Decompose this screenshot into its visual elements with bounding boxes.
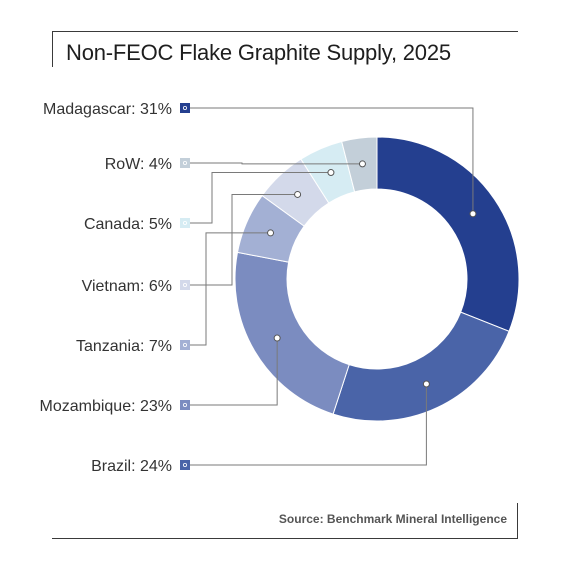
legend-marker-dot-madagascar [182, 106, 187, 111]
legend-marker-vietnam [180, 280, 190, 290]
leader-line-canada [190, 172, 331, 224]
leader-dot-madagascar [469, 210, 477, 218]
legend-marker-dot-row [182, 160, 187, 165]
data-label-row: RoW: 4% [105, 156, 172, 173]
leader-line-mozambique [190, 338, 278, 406]
leader-dot-vietnam [294, 190, 302, 198]
slice-brazil [332, 311, 510, 422]
legend-marker-row [180, 158, 190, 168]
leader-dot-row [358, 160, 366, 168]
legend-marker-brazil [180, 460, 190, 470]
data-label-madagascar: Madagascar: 31% [43, 101, 172, 118]
legend-marker-dot-brazil [182, 462, 187, 467]
data-label-tanzania: Tanzania: 7% [76, 338, 172, 355]
legend-marker-canada [180, 218, 190, 228]
chart-title: Non-FEOC Flake Graphite Supply, 2025 [66, 40, 451, 65]
leader-dot-mozambique [273, 334, 281, 342]
leader-dot-canada [327, 169, 335, 177]
frame-left-border [52, 31, 53, 67]
leader-line-row [190, 162, 363, 165]
data-label-brazil: Brazil: 24% [91, 458, 172, 475]
data-label-canada: Canada: 5% [84, 216, 172, 233]
legend-marker-mozambique [180, 400, 190, 410]
slice-mozambique [234, 251, 350, 415]
slice-madagascar [376, 136, 520, 332]
source-note: Source: Benchmark Mineral Intelligence [278, 512, 507, 526]
leader-line-madagascar [190, 107, 474, 214]
frame-bottom-border [52, 538, 518, 539]
frame-right-border [517, 503, 518, 539]
legend-marker-dot-canada [182, 220, 187, 225]
legend-marker-madagascar [180, 103, 190, 113]
leader-line-vietnam [190, 193, 298, 286]
data-label-mozambique: Mozambique: 23% [39, 398, 172, 415]
leader-line-tanzania [190, 232, 271, 346]
leader-dot-brazil [422, 380, 430, 388]
legend-marker-dot-vietnam [182, 282, 187, 287]
data-label-vietnam: Vietnam: 6% [82, 278, 172, 295]
leader-dot-tanzania [267, 229, 275, 237]
leader-line-brazil [190, 383, 427, 466]
legend-marker-tanzania [180, 340, 190, 350]
legend-marker-dot-tanzania [182, 342, 187, 347]
legend-marker-dot-mozambique [182, 402, 187, 407]
frame-top-border [52, 31, 518, 32]
